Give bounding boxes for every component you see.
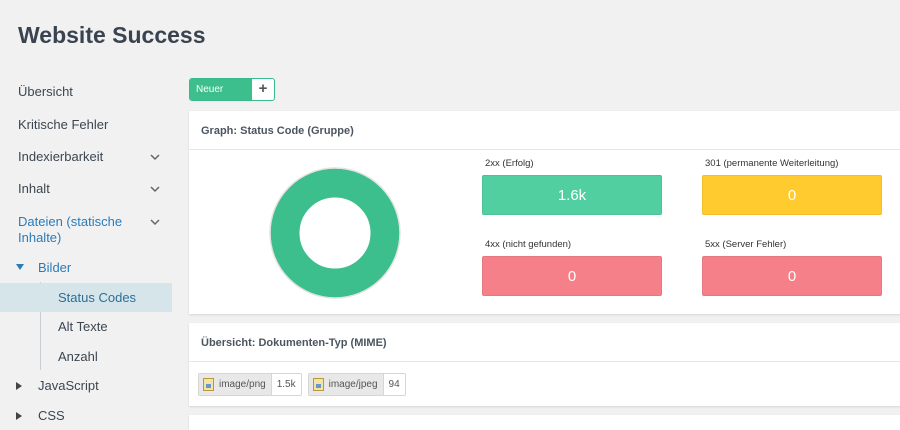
mime-type-card-title: Übersicht: Dokumenten-Typ (MIME) (189, 323, 900, 362)
image-file-icon (203, 378, 214, 391)
mime-chip-label: image/jpeg (328, 379, 378, 390)
new-filter-button-group: Neuer Filter + (189, 78, 275, 101)
stat-label: 2xx (Erfolg) (485, 158, 534, 169)
sidebar-item-label: Dateien (statische Inhalte) (18, 214, 123, 245)
caret-right-icon (16, 412, 22, 420)
stat-label: 5xx (Server Fehler) (705, 239, 787, 250)
sidebar-item-status-codes[interactable]: Status Codes (0, 283, 172, 312)
status-code-donut-chart (269, 167, 401, 299)
sidebar-item-label: Inhalt (18, 181, 50, 196)
sidebar-item-label: Status Codes (58, 290, 137, 305)
submenu-guide-line (40, 282, 41, 370)
sidebar-item-label: Indexierbarkeit (18, 149, 104, 164)
chevron-down-icon (150, 151, 162, 163)
sidebar-item-label: JavaScript (38, 378, 99, 393)
mime-chip-jpeg[interactable]: image/jpeg 94 (307, 373, 406, 396)
sidebar-item-label: Alt Texte (58, 319, 108, 334)
stat-value-box[interactable]: 1.6k (482, 175, 662, 215)
stat-value-box[interactable]: 0 (702, 175, 882, 215)
mime-type-card: Übersicht: Dokumenten-Typ (MIME) image/p… (189, 323, 900, 406)
donut-hover-ring (269, 167, 401, 299)
mime-chip-main: image/png (199, 374, 272, 395)
caret-right-icon (16, 382, 22, 390)
chevron-down-icon (150, 183, 162, 195)
image-file-icon (312, 378, 324, 391)
mime-chip-count: 1.5k (276, 379, 296, 390)
stat-label: 4xx (nicht gefunden) (485, 239, 572, 250)
stat-value-box[interactable]: 0 (702, 256, 882, 296)
next-card (189, 415, 900, 430)
status-code-card: Graph: Status Code (Gruppe) 2xx (Erfolg)… (189, 111, 900, 314)
page-title: Website Success (18, 22, 206, 48)
add-filter-button[interactable]: + (258, 80, 268, 97)
mime-chip-label: image/png (219, 379, 266, 390)
mime-chip-count: 94 (388, 379, 400, 390)
stat-label: 301 (permanente Weiterleitung) (705, 158, 839, 169)
stat-value-box[interactable]: 0 (482, 256, 662, 296)
status-code-card-title: Graph: Status Code (Gruppe) (189, 111, 900, 150)
donut-ring (270, 168, 400, 298)
new-filter-button[interactable]: Neuer Filter (190, 79, 252, 100)
sidebar-item-label: CSS (38, 408, 65, 423)
sidebar-item-label: Übersicht (18, 84, 73, 99)
sidebar-item-label: Kritische Fehler (18, 117, 109, 132)
sidebar-item-label: Anzahl (58, 349, 98, 364)
mime-chip-list: image/png 1.5k image/jpeg 94 (198, 373, 406, 396)
chevron-down-icon (150, 216, 162, 228)
mime-chip-png[interactable]: image/png 1.5k (198, 373, 302, 396)
sidebar-item-label: Bilder (38, 260, 72, 275)
mime-chip-main: image/jpeg (308, 374, 384, 395)
caret-down-icon (16, 264, 24, 270)
